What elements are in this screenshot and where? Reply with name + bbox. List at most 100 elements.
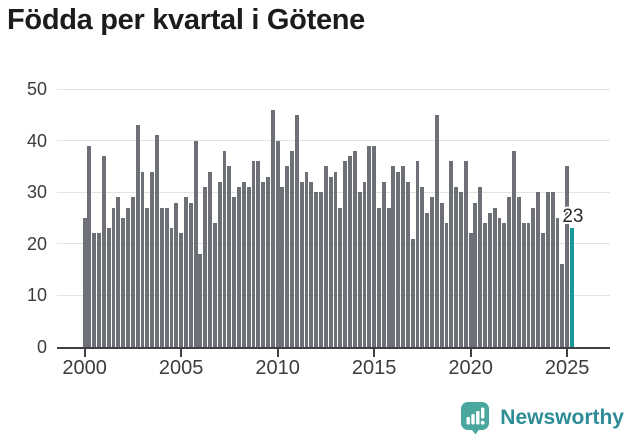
gridline <box>57 88 610 90</box>
bar <box>439 202 444 347</box>
x-tick <box>373 349 376 357</box>
bar <box>212 223 217 347</box>
x-tick <box>83 349 86 357</box>
bar <box>222 150 227 347</box>
x-tick-label: 2015 <box>351 357 397 379</box>
bar <box>97 233 102 347</box>
bar <box>502 223 507 347</box>
bar <box>82 218 87 347</box>
bar <box>328 176 333 347</box>
bar <box>130 197 135 347</box>
bar <box>478 187 483 347</box>
bar <box>251 161 256 347</box>
x-tick-label: 2025 <box>544 357 590 379</box>
bar <box>256 161 261 347</box>
bar <box>198 254 203 347</box>
bar <box>550 192 555 347</box>
bar <box>343 161 348 347</box>
bar <box>430 197 434 347</box>
bar <box>241 181 246 347</box>
bar <box>174 202 179 347</box>
bar <box>150 171 155 347</box>
gridline <box>57 191 610 193</box>
bar <box>386 207 391 347</box>
bar <box>261 181 266 347</box>
bar <box>555 218 560 347</box>
x-axis-line <box>57 346 610 349</box>
bar <box>155 135 159 347</box>
bar <box>483 223 488 347</box>
y-tick-label: 10 <box>26 285 47 306</box>
bar-value-label: 23 <box>562 206 584 228</box>
bar <box>217 181 222 347</box>
y-tick-label: 30 <box>26 182 47 203</box>
bar <box>280 187 285 347</box>
bar <box>140 171 145 347</box>
bar <box>246 187 251 347</box>
bar <box>372 145 377 347</box>
bar <box>203 187 208 347</box>
bar <box>101 156 106 347</box>
x-tick-label: 2005 <box>158 357 204 379</box>
bar <box>444 223 449 347</box>
bar <box>232 197 237 347</box>
x-tick-label: 2000 <box>62 357 107 379</box>
bar <box>266 176 270 347</box>
bar <box>135 125 140 347</box>
bar <box>193 140 198 347</box>
bar <box>188 202 193 347</box>
bar <box>319 192 323 347</box>
bar <box>401 166 405 347</box>
bar <box>348 156 352 347</box>
bar <box>459 192 463 347</box>
bar <box>362 181 367 347</box>
y-tick-label: 20 <box>26 233 47 254</box>
bar <box>338 207 343 347</box>
bar <box>304 171 309 347</box>
bar <box>270 109 275 347</box>
bar <box>179 233 184 347</box>
bar <box>299 181 304 347</box>
x-tick-label: 2020 <box>448 357 493 379</box>
bar <box>164 207 169 347</box>
bar <box>405 181 410 347</box>
bar <box>183 197 188 347</box>
bar <box>415 161 420 347</box>
bar <box>290 150 295 347</box>
bar <box>521 223 526 347</box>
bar <box>420 187 425 347</box>
bar <box>352 150 357 347</box>
bar <box>116 197 121 347</box>
bar <box>314 192 319 347</box>
bar <box>237 187 241 347</box>
bar <box>367 145 372 347</box>
bar <box>396 171 401 347</box>
bar <box>294 114 299 347</box>
chart-title: Födda per kvartal i Götene <box>7 4 366 36</box>
bar <box>323 166 328 347</box>
bar <box>381 181 386 347</box>
bar <box>357 192 362 347</box>
newsworthy-logo-text: Newsworthy <box>500 406 624 429</box>
bar <box>410 238 415 347</box>
bar <box>497 218 502 347</box>
x-tick <box>566 349 569 357</box>
bar <box>507 197 512 347</box>
gridline <box>57 140 610 142</box>
bar <box>449 161 454 347</box>
bar <box>516 197 521 347</box>
bar <box>126 207 130 347</box>
bar <box>376 207 381 347</box>
gridline <box>57 243 610 245</box>
newsworthy-logo-icon <box>461 402 490 435</box>
bar <box>285 166 290 347</box>
bar <box>111 207 116 347</box>
bar <box>106 228 111 347</box>
bar <box>169 228 174 347</box>
bar <box>87 145 92 347</box>
bar <box>536 192 541 347</box>
x-tick <box>180 349 183 357</box>
bar <box>227 166 232 347</box>
newsworthy-logo[interactable]: Newsworthy <box>460 401 624 435</box>
bar <box>275 140 280 347</box>
